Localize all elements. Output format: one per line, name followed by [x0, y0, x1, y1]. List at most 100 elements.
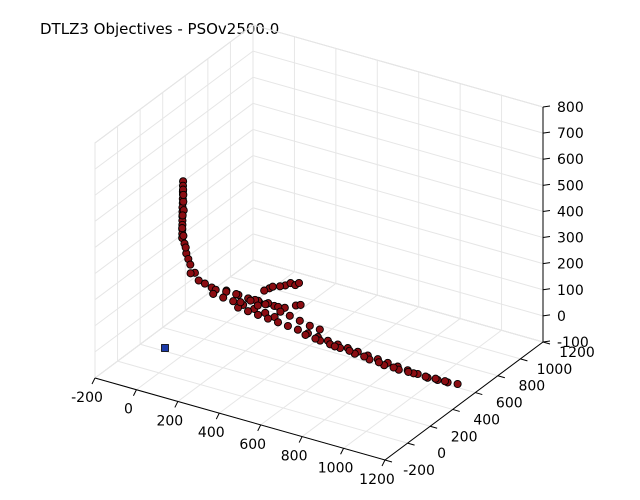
- data-point: [285, 311, 294, 320]
- z-tick-label: 600: [557, 152, 584, 168]
- data-point: [311, 334, 320, 343]
- data-point: [253, 310, 263, 319]
- y-grid-line-floor: [185, 310, 476, 394]
- z-grid-line-left: [94, 207, 254, 327]
- z-tick-label: 300: [557, 231, 584, 247]
- data-point: [232, 290, 241, 299]
- z-grid-line-left: [94, 233, 254, 353]
- x-grid-line-floor: [301, 318, 461, 437]
- z-grid-line-back: [252, 102, 544, 186]
- data-point: [273, 318, 283, 327]
- z-grid-line-back: [252, 128, 544, 212]
- y-tick-label: 600: [496, 396, 523, 412]
- data-point: [453, 379, 462, 389]
- y-grid-line-floor: [230, 276, 521, 360]
- data-point: [330, 342, 339, 351]
- data-point: [246, 296, 255, 305]
- z-tick-mark: [542, 183, 551, 186]
- data-point: [440, 377, 450, 386]
- x-grid-line-floor: [260, 306, 420, 426]
- data-point: [305, 321, 314, 330]
- z-tick-mark: [542, 209, 551, 212]
- data-point: [389, 363, 398, 372]
- z-tick-mark: [542, 314, 551, 317]
- z-grid-line-left: [94, 129, 254, 248]
- x-tick-label: 800: [281, 449, 308, 465]
- y-grid-line-floor: [117, 360, 408, 444]
- y-tick-label: 200: [451, 429, 478, 445]
- data-point: [229, 297, 238, 306]
- data-point: [283, 321, 292, 331]
- z-tick-mark: [542, 105, 551, 108]
- x-grid-line-floor: [177, 283, 337, 402]
- data-point: [178, 224, 187, 233]
- x-tick-mark: [215, 412, 220, 420]
- x-grid-line-floor: [343, 329, 502, 449]
- z-tick-label: 0: [557, 309, 566, 325]
- x-tick-mark: [91, 377, 96, 385]
- y-tick-label: 400: [473, 412, 500, 428]
- data-point: [261, 300, 270, 309]
- x-tick-label: 200: [156, 413, 183, 429]
- axis-edges: [94, 107, 544, 461]
- y-tick-mark: [497, 375, 505, 379]
- z-grid-line-left: [94, 50, 254, 170]
- z-tick-label: -100: [557, 335, 589, 351]
- data-points: [161, 177, 462, 389]
- chart-title: DTLZ3 Objectives - PSOv2500.0: [40, 20, 279, 38]
- z-tick-mark: [542, 157, 551, 160]
- z-grid-line-left: [94, 24, 254, 144]
- z-grid-line-back: [252, 50, 544, 134]
- x-tick-label: 600: [239, 437, 266, 453]
- z-grid-line-left: [94, 259, 254, 379]
- x-tick-mark: [174, 401, 179, 408]
- z-tick-label: 400: [557, 204, 584, 220]
- y-tick-label: 0: [437, 446, 446, 462]
- left-pane: [94, 24, 254, 379]
- z-tick-mark: [542, 288, 551, 291]
- z-grid-line-back: [252, 181, 544, 265]
- data-point: [296, 300, 305, 309]
- reference-point: [161, 344, 169, 352]
- y-tick-mark: [475, 392, 483, 396]
- data-point: [179, 197, 188, 206]
- x-tick-mark: [132, 389, 137, 396]
- data-point: [360, 352, 369, 361]
- x-axis-ticks: -200 0 200 400 600 800 1000 1200: [71, 377, 395, 488]
- y-tick-label: 1000: [537, 362, 573, 378]
- y-grid-line-floor: [207, 293, 498, 377]
- z-tick-label: 700: [557, 126, 584, 142]
- y-tick-mark: [384, 459, 393, 463]
- y-grid-line-floor: [162, 326, 453, 410]
- z-axis-ticks: -100 0 100 200 300 400 500 600 700 800: [542, 100, 589, 351]
- x-tick-mark: [257, 424, 262, 432]
- x-tick-label: 0: [124, 402, 133, 418]
- data-point: [295, 316, 304, 325]
- data-point: [404, 367, 413, 376]
- data-point: [275, 282, 285, 291]
- y-tick-mark: [407, 442, 415, 446]
- z-grid-line-back: [252, 155, 544, 239]
- x-grid-line-floor: [218, 294, 378, 414]
- y-tick-mark: [520, 358, 528, 362]
- data-point: [179, 231, 188, 240]
- z-tick-mark: [542, 340, 551, 343]
- data-point: [263, 314, 273, 323]
- z-tick-label: 800: [557, 100, 584, 116]
- y-grid-line-floor: [140, 343, 431, 427]
- z-grid-line-back: [252, 24, 544, 108]
- data-point: [181, 243, 190, 252]
- x-axis-line: [94, 377, 386, 461]
- back-pane: [252, 24, 544, 343]
- data-point: [179, 190, 188, 199]
- z-tick-label: 200: [557, 257, 584, 273]
- y-tick-label: 1200: [559, 345, 595, 361]
- data-point: [294, 278, 304, 288]
- data-point: [293, 325, 302, 334]
- x-tick-mark: [381, 459, 386, 467]
- z-tick-mark: [542, 236, 551, 239]
- data-point: [374, 358, 383, 367]
- data-point: [200, 279, 209, 288]
- z-tick-mark: [542, 262, 551, 265]
